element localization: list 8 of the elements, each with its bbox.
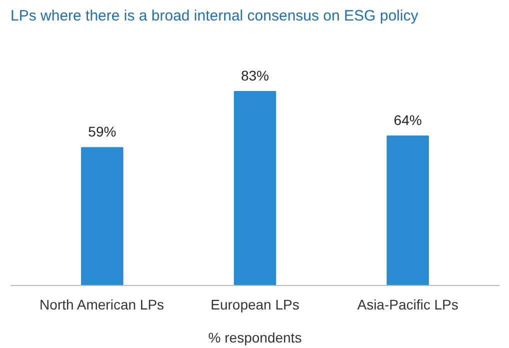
x-tick-label: North American LPs (40, 296, 164, 312)
data-label: 83% (240, 68, 270, 84)
x-axis-title: % respondents (208, 330, 302, 346)
x-tick-label: Asia-Pacific LPs (357, 296, 458, 312)
chart-title: LPs where there is a broad internal consensus on ESG policy (10, 8, 419, 24)
x-tick-label: European LPs (210, 296, 300, 312)
data-label: 64% (394, 112, 422, 128)
data-label: 59% (88, 124, 116, 140)
